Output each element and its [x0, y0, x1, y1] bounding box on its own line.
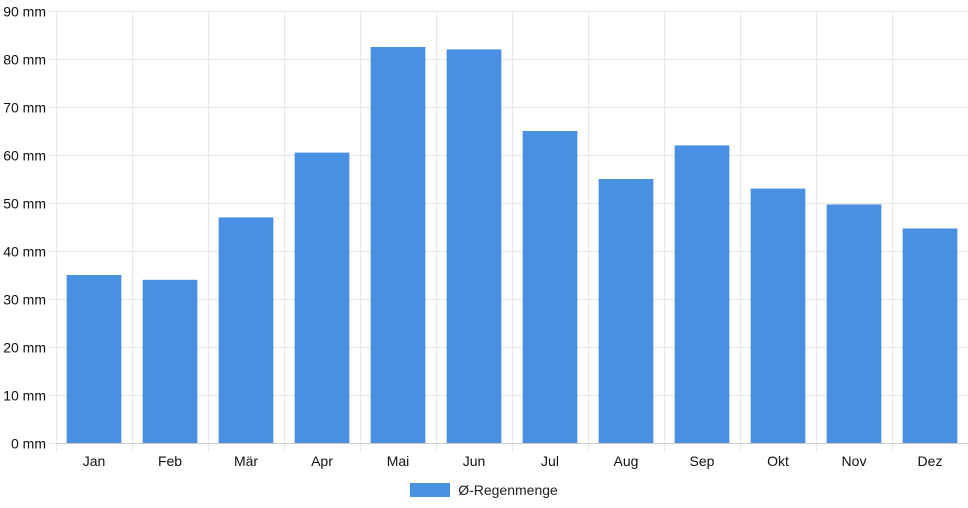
x-tick-label: Nov — [842, 453, 867, 469]
y-tick-label: 40 mm — [3, 244, 46, 260]
x-tick-label: Okt — [767, 453, 789, 469]
x-tick-label: Jan — [83, 453, 106, 469]
bar-jul[interactable] — [522, 131, 578, 443]
y-tick-label: 70 mm — [3, 100, 46, 116]
bar-sep[interactable] — [674, 145, 730, 443]
bar-jan[interactable] — [66, 275, 122, 443]
x-tick-label: Mai — [387, 453, 410, 469]
legend-swatch — [410, 483, 451, 497]
legend[interactable]: Ø-Regenmenge — [0, 480, 968, 500]
x-tick-label: Sep — [690, 453, 715, 469]
y-tick-label: 60 mm — [3, 148, 46, 164]
bar-jun[interactable] — [446, 49, 502, 444]
y-tick-label: 20 mm — [3, 340, 46, 356]
x-tick-label: Mär — [234, 453, 258, 469]
legend-label: Ø-Regenmenge — [458, 482, 558, 498]
y-tick-label: 0 mm — [11, 436, 46, 452]
x-tick-label: Aug — [614, 453, 639, 469]
y-axis-labels: 0 mm 10 mm 20 mm 30 mm 40 mm 50 mm 60 mm 70 mm 8… — [3, 4, 46, 452]
y-tick-label: 80 mm — [3, 52, 46, 68]
bar-mär[interactable] — [218, 217, 274, 443]
bar-dez[interactable] — [902, 228, 958, 443]
bar-aug[interactable] — [598, 179, 654, 443]
bar-okt[interactable] — [750, 188, 806, 443]
x-axis-labels: Jan Feb Mär Apr Mai Jun Jul Aug Sep Okt Nov Dez — [83, 453, 943, 469]
y-tick-label: 10 mm — [3, 388, 46, 404]
bars — [66, 47, 958, 444]
y-tick-label: 50 mm — [3, 196, 46, 212]
y-tick-label: 90 mm — [3, 4, 46, 20]
bar-mai[interactable] — [370, 47, 426, 443]
x-tick-label: Jun — [463, 453, 486, 469]
bar-nov[interactable] — [826, 204, 882, 443]
x-tick-label: Feb — [158, 453, 182, 469]
x-tick-label: Apr — [311, 453, 333, 469]
x-tick-label: Dez — [918, 453, 943, 469]
y-tick-label: 30 mm — [3, 292, 46, 308]
grid-lines — [48, 11, 968, 451]
bar-feb[interactable] — [142, 279, 198, 443]
bar-apr[interactable] — [294, 152, 350, 443]
x-tick-label: Jul — [541, 453, 559, 469]
